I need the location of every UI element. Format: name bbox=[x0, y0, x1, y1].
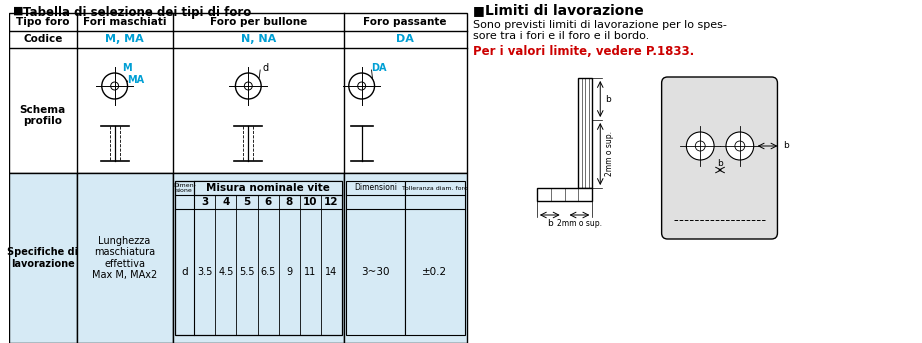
Text: Dimen-
sione: Dimen- sione bbox=[173, 182, 195, 193]
Text: 4.5: 4.5 bbox=[219, 267, 233, 277]
Bar bbox=[195, 181, 342, 195]
Text: Sono previsti limiti di lavorazione per lo spes-: Sono previsti limiti di lavorazione per … bbox=[473, 20, 727, 30]
Text: Specifiche di
lavorazione: Specifiche di lavorazione bbox=[7, 247, 78, 269]
Text: b: b bbox=[784, 142, 789, 151]
Text: Foro per bullone: Foro per bullone bbox=[209, 17, 307, 27]
Circle shape bbox=[726, 132, 753, 160]
Text: Lunghezza
maschiatura
effettiva
Max M, MAx2: Lunghezza maschiatura effettiva Max M, M… bbox=[92, 236, 157, 280]
Text: b: b bbox=[547, 218, 552, 227]
Text: Limiti di lavorazione: Limiti di lavorazione bbox=[485, 4, 644, 18]
Text: Dimensioni: Dimensioni bbox=[354, 184, 397, 192]
Text: b: b bbox=[605, 95, 611, 104]
Text: 4: 4 bbox=[222, 197, 230, 207]
Text: 10: 10 bbox=[303, 197, 317, 207]
Text: DA: DA bbox=[372, 63, 387, 73]
Text: Tipo foro: Tipo foro bbox=[16, 17, 70, 27]
Bar bbox=[405, 181, 465, 335]
Bar bbox=[77, 173, 172, 343]
Bar bbox=[537, 188, 592, 201]
Text: 9: 9 bbox=[286, 267, 292, 277]
Text: 6: 6 bbox=[265, 197, 272, 207]
Text: 8: 8 bbox=[286, 197, 293, 207]
Text: 5.5: 5.5 bbox=[240, 267, 254, 277]
Text: 14: 14 bbox=[325, 267, 337, 277]
Text: 2mm o sup.: 2mm o sup. bbox=[605, 131, 614, 177]
Text: Foro passante: Foro passante bbox=[363, 17, 447, 27]
Bar bbox=[344, 173, 467, 343]
Text: 3~30: 3~30 bbox=[361, 267, 390, 277]
Bar bbox=[9, 13, 467, 173]
Text: N, NA: N, NA bbox=[241, 35, 276, 45]
Text: d: d bbox=[181, 267, 188, 277]
Text: 11: 11 bbox=[304, 267, 316, 277]
Text: 3: 3 bbox=[201, 197, 208, 207]
Text: 5: 5 bbox=[243, 197, 251, 207]
Text: Per i valori limite, vedere P.1833.: Per i valori limite, vedere P.1833. bbox=[473, 45, 693, 58]
Text: Tabella di selezione dei tipi di foro: Tabella di selezione dei tipi di foro bbox=[23, 6, 252, 19]
Bar bbox=[172, 173, 344, 343]
Bar bbox=[174, 181, 342, 335]
Text: ±0.2: ±0.2 bbox=[422, 267, 447, 277]
Text: 6.5: 6.5 bbox=[260, 267, 276, 277]
Text: Misura nominale vite: Misura nominale vite bbox=[207, 183, 330, 193]
Text: b: b bbox=[717, 158, 723, 167]
Text: MA: MA bbox=[127, 75, 145, 85]
Bar bbox=[346, 181, 405, 335]
Text: sore tra i fori e il foro e il bordo.: sore tra i fori e il foro e il bordo. bbox=[473, 31, 649, 41]
Bar bbox=[578, 78, 592, 188]
Text: 3.5: 3.5 bbox=[197, 267, 213, 277]
Bar bbox=[9, 173, 77, 343]
Text: ■: ■ bbox=[13, 6, 24, 16]
Text: Schema
profilo: Schema profilo bbox=[19, 105, 66, 126]
Text: 2mm o sup.: 2mm o sup. bbox=[557, 218, 602, 227]
Text: 12: 12 bbox=[324, 197, 338, 207]
Text: ■: ■ bbox=[473, 4, 484, 17]
Circle shape bbox=[686, 132, 715, 160]
Text: Fori maschiati: Fori maschiati bbox=[83, 17, 166, 27]
Text: d: d bbox=[262, 63, 268, 73]
Text: Codice: Codice bbox=[23, 35, 63, 45]
Text: DA: DA bbox=[396, 35, 414, 45]
Text: M: M bbox=[123, 63, 132, 73]
Text: M, MA: M, MA bbox=[105, 35, 144, 45]
FancyBboxPatch shape bbox=[662, 77, 777, 239]
Text: Tolleranza diam. foro: Tolleranza diam. foro bbox=[402, 186, 467, 190]
